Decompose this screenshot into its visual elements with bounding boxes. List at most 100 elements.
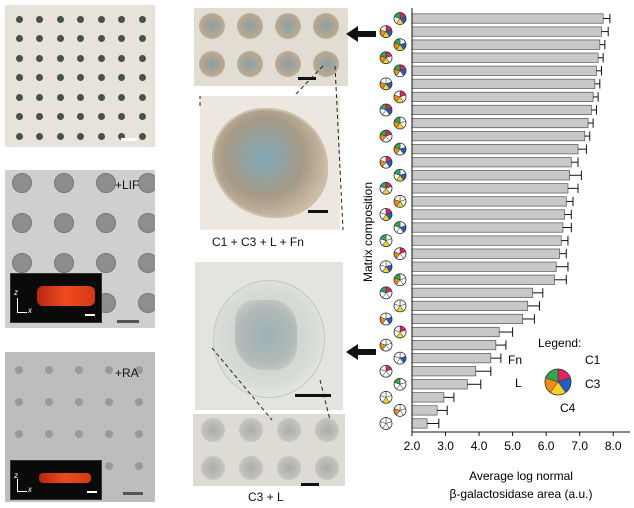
colony-spot <box>12 253 32 273</box>
colony-spot <box>138 15 146 23</box>
colony-spot <box>36 93 43 101</box>
colony-spot <box>135 462 143 470</box>
pie-outline <box>393 90 407 104</box>
colony-spot <box>97 35 105 42</box>
pie-outline <box>379 312 393 326</box>
colony-thumbnail <box>275 51 301 77</box>
colony-thumbnail <box>239 418 263 442</box>
composition-pie-icon <box>393 247 407 261</box>
colony-spot <box>77 113 84 120</box>
colony-spot <box>36 113 43 120</box>
colony-spot <box>12 213 32 233</box>
scale-bar <box>121 138 137 141</box>
ra-condition-image: +RA z x <box>5 352 155 502</box>
composition-pie-icon <box>379 103 393 117</box>
composition-pie-icon <box>379 338 393 352</box>
bar <box>411 313 524 325</box>
colony-spot <box>36 35 43 42</box>
colony-thumbnail <box>201 418 225 442</box>
bar <box>411 379 468 390</box>
colony-spot <box>77 15 84 23</box>
top-colony-strip <box>194 8 348 86</box>
bar <box>411 52 599 63</box>
colony-spot <box>138 253 155 273</box>
composition-pie-icon <box>393 38 407 52</box>
pie-outline <box>393 168 407 182</box>
pie-outline <box>393 299 407 313</box>
composition-pie-icon <box>393 299 407 313</box>
x-tick-label: 4.0 <box>471 439 488 453</box>
pie-outline <box>379 25 393 38</box>
bar <box>411 261 557 272</box>
colony-spot <box>56 54 64 62</box>
scale-bar <box>117 320 139 323</box>
legend-c4: C4 <box>560 401 576 415</box>
bar <box>411 340 497 351</box>
colony-spot <box>15 113 23 120</box>
colony-thumbnail <box>237 13 263 39</box>
colony-thumbnail <box>239 456 263 480</box>
colony-spot <box>138 113 146 120</box>
colony-spot <box>45 366 53 374</box>
colony-spot <box>15 366 23 374</box>
pie-outline <box>393 273 407 287</box>
colony-spot <box>118 132 125 140</box>
pie-outline <box>379 129 393 143</box>
colony-spot <box>138 54 146 62</box>
pie-outline <box>379 103 393 117</box>
colony-spot <box>138 293 155 313</box>
bottom-colony-strip <box>193 414 345 486</box>
bar <box>411 366 477 377</box>
bar <box>411 117 589 129</box>
colony-spot <box>138 132 146 140</box>
composition-pie-icon <box>393 221 407 234</box>
pie-outline <box>393 38 407 52</box>
pie-outline <box>393 116 407 130</box>
composition-pie-icon <box>393 64 407 78</box>
colony-spot <box>135 398 143 406</box>
bar <box>411 418 428 429</box>
bar <box>411 78 596 89</box>
colony-spot <box>118 93 125 101</box>
composition-pie-icon <box>393 351 407 365</box>
colony-spot <box>77 54 84 62</box>
colony-spot <box>36 74 43 81</box>
inset-axis-z: z <box>14 288 18 297</box>
colony-spot <box>56 35 64 42</box>
inset-axis-x: x <box>28 306 32 315</box>
colony-closeup-bottom <box>195 262 343 410</box>
colony-spot <box>75 430 83 438</box>
composition-pie-icon <box>393 273 407 287</box>
colony-spot <box>96 213 116 233</box>
colony-spot <box>97 54 105 62</box>
pie-outline <box>379 338 393 352</box>
pie-outline <box>379 208 393 221</box>
arrow-bottom <box>346 344 376 360</box>
bar <box>411 170 570 181</box>
bar <box>411 91 594 102</box>
composition-pie-icon <box>379 390 393 404</box>
colony-spot <box>118 54 125 62</box>
colony-spot <box>77 74 84 81</box>
composition-pie-icon <box>379 312 393 326</box>
composition-pie-icon <box>393 195 407 208</box>
bar <box>411 326 500 338</box>
bar <box>411 65 597 76</box>
x-axis-label-line2: β-galactosidase area (a.u.) <box>450 487 593 501</box>
colony-spot <box>15 15 23 23</box>
colony-spot <box>75 398 83 406</box>
pie-outline <box>379 77 393 91</box>
colony-spot <box>77 35 84 42</box>
pie-outline <box>393 12 407 25</box>
colony-spot <box>15 430 23 438</box>
composition-pie-icon <box>379 181 393 195</box>
colony-spot <box>135 430 143 438</box>
colony-spot <box>97 15 105 23</box>
scale-bar <box>123 492 143 495</box>
colony-spot <box>96 253 116 273</box>
composition-pie-icon <box>379 286 393 300</box>
composition-pie-icon <box>379 129 393 143</box>
pie-outline <box>393 221 407 234</box>
colony-spot <box>138 35 146 42</box>
colony-spot <box>75 366 83 374</box>
